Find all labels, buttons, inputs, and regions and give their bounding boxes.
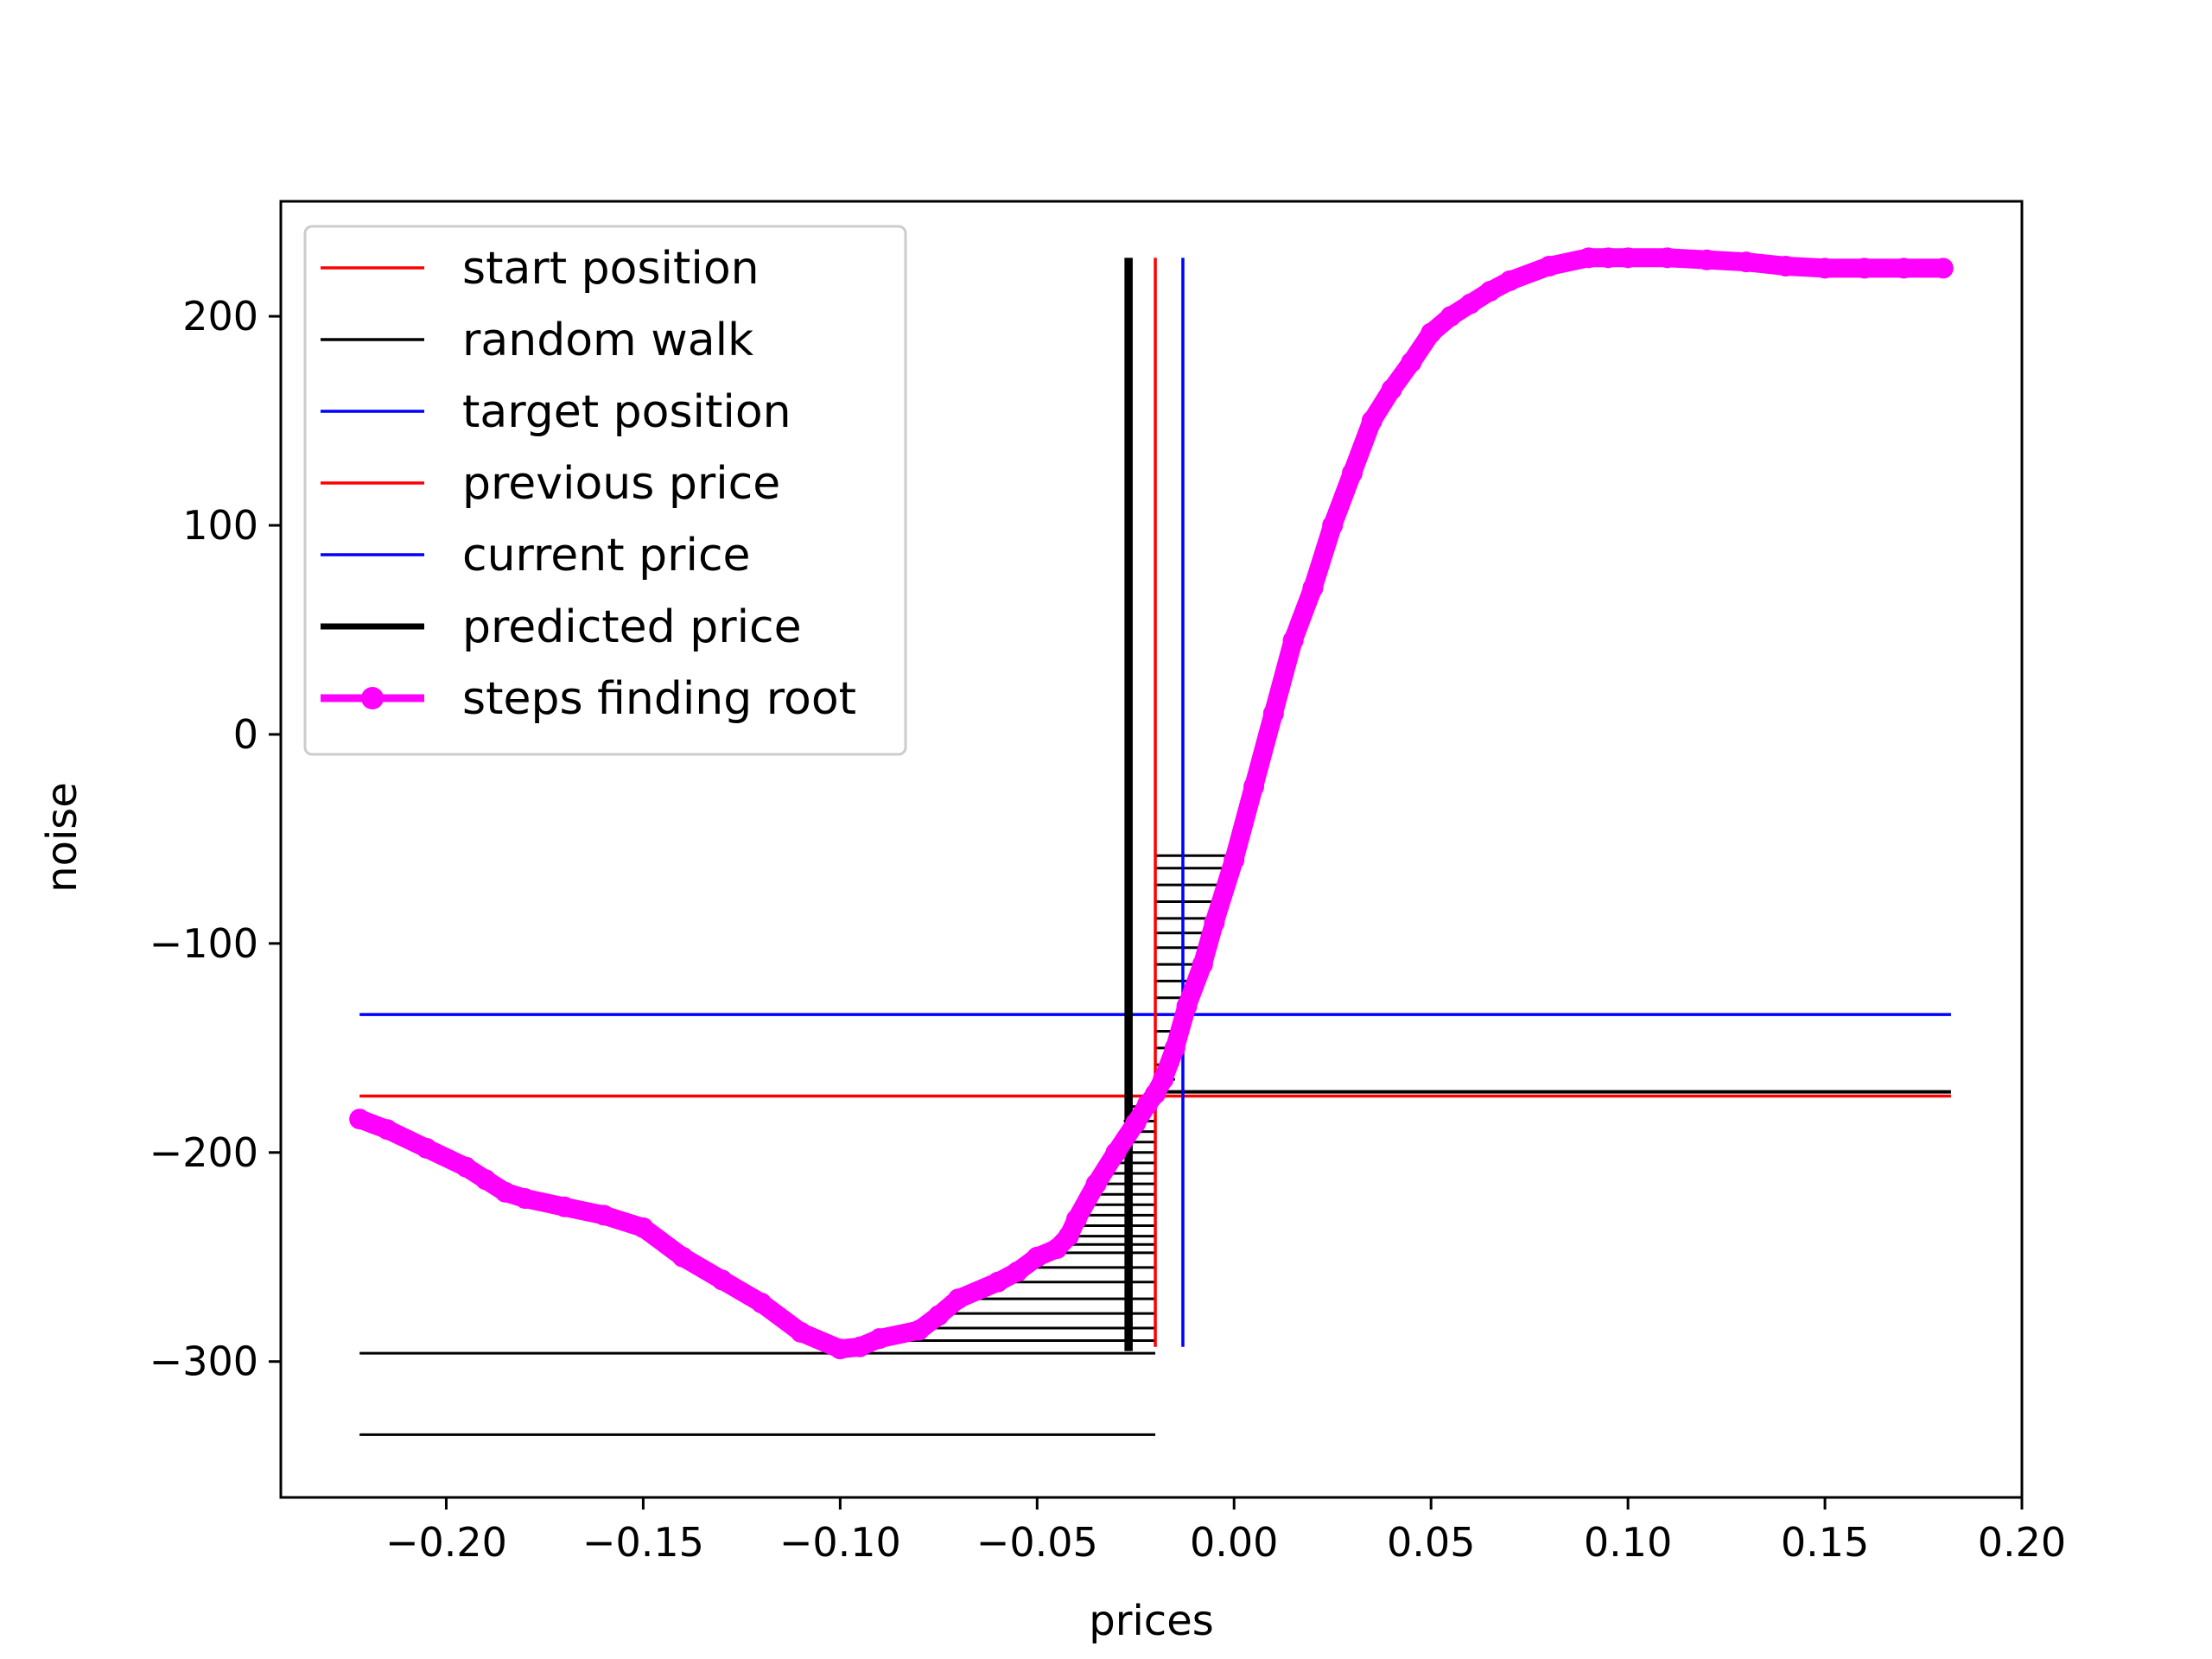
steps-finding-root-point: [1479, 281, 1501, 302]
steps-finding-root-point: [1618, 247, 1639, 269]
steps-finding-root-point: [1164, 1037, 1185, 1058]
steps-finding-root-point: [1735, 251, 1757, 273]
steps-finding-root-point: [1499, 270, 1521, 291]
plot-area: [349, 247, 1954, 1436]
steps-finding-root-point: [908, 1319, 930, 1341]
steps-finding-root-point: [514, 1188, 536, 1210]
steps-finding-root-point: [1361, 410, 1382, 432]
axes-frame: [279, 200, 2024, 1499]
steps-finding-root-point: [711, 1269, 733, 1291]
steps-finding-root-point: [475, 1169, 497, 1191]
steps-finding-root-point: [494, 1181, 516, 1203]
steps-finding-root-point: [554, 1196, 575, 1217]
legend-label: current price: [462, 530, 751, 582]
legend-label: random walk: [462, 315, 753, 366]
steps-finding-root-point: [1775, 256, 1796, 276]
steps-finding-root-point: [1153, 1069, 1174, 1090]
steps-finding-root-point: [868, 1328, 890, 1350]
steps-finding-root-point: [1125, 1112, 1147, 1134]
y-tick-label: 200: [182, 293, 258, 340]
x-tick-label: 0.00: [1190, 1519, 1278, 1566]
steps-finding-root-point: [672, 1246, 693, 1268]
steps-finding-root-point: [1696, 249, 1718, 270]
steps-finding-root-point: [849, 1336, 871, 1357]
steps-finding-root-point: [1204, 912, 1225, 933]
legend-label: predicted price: [462, 601, 802, 653]
steps-finding-root-point: [455, 1156, 477, 1178]
steps-finding-root-point: [751, 1293, 772, 1313]
steps-finding-root-point: [1578, 247, 1599, 269]
steps-finding-root-point: [987, 1271, 1008, 1293]
steps-finding-root-point: [830, 1338, 851, 1360]
legend-box: [303, 225, 907, 756]
steps-finding-root-point: [632, 1217, 654, 1238]
x-tick-label: −0.20: [385, 1519, 507, 1566]
steps-finding-root-point: [1302, 577, 1324, 599]
steps-finding-root-point: [349, 1109, 371, 1130]
steps-finding-root-point: [1421, 322, 1442, 344]
steps-finding-root-point: [1262, 702, 1284, 724]
steps-finding-root-point: [1224, 849, 1245, 871]
y-tick-label: 0: [233, 711, 258, 758]
legend-label: start position: [462, 243, 760, 295]
legend-label: previous price: [462, 458, 780, 510]
steps-finding-root-point: [1538, 256, 1560, 276]
x-tick-label: −0.10: [779, 1519, 901, 1566]
y-axis: 200 100 0 −100 −200 −300: [149, 293, 281, 1385]
steps-finding-root-point: [1105, 1141, 1127, 1163]
steps-finding-root-point: [1459, 293, 1481, 315]
steps-finding-root-point: [1815, 257, 1836, 279]
steps-finding-root-point: [1342, 462, 1363, 484]
x-tick-label: −0.05: [976, 1519, 1098, 1566]
steps-finding-root-point: [1381, 378, 1402, 400]
steps-finding-root-point: [1932, 257, 1954, 279]
steps-finding-root-point: [1656, 247, 1678, 269]
steps-finding-root-point: [1853, 257, 1875, 279]
steps-finding-root-point: [1440, 306, 1461, 327]
y-tick-label: −300: [149, 1338, 258, 1385]
steps-finding-root-point: [1598, 247, 1619, 269]
steps-finding-root-point: [1065, 1209, 1087, 1230]
steps-finding-root-point: [948, 1288, 969, 1310]
steps-finding-root-point: [1192, 954, 1213, 976]
y-tick-label: −100: [149, 920, 258, 967]
steps-finding-root-point: [1007, 1261, 1028, 1282]
steps-finding-root-point: [1085, 1173, 1107, 1195]
x-tick-label: −0.15: [582, 1519, 704, 1566]
legend-marker: [361, 687, 384, 709]
y-tick-label: −200: [149, 1129, 258, 1176]
x-axis-label: prices: [1089, 1597, 1213, 1645]
steps-finding-root-point: [416, 1137, 437, 1159]
legend-label: target position: [462, 386, 791, 438]
x-axis: −0.20 −0.15 −0.10 −0.05 0.00 0.05 0.10 0.15 0.20: [385, 1497, 2066, 1566]
steps-finding-root-point: [1243, 776, 1265, 798]
x-tick-label: 0.15: [1781, 1519, 1869, 1566]
steps-finding-root-point: [1176, 995, 1198, 1017]
legend: start position random walk target position…: [303, 225, 907, 756]
steps-finding-root-point: [593, 1205, 614, 1226]
x-tick-label: 0.05: [1387, 1519, 1475, 1566]
legend-label: steps finding root: [462, 673, 856, 725]
x-tick-label: 0.20: [1978, 1519, 2066, 1566]
steps-finding-root-point: [1027, 1246, 1048, 1268]
steps-finding-root-point: [928, 1305, 950, 1326]
y-tick-label: 100: [182, 502, 258, 549]
steps-finding-root-point: [1282, 630, 1304, 652]
steps-finding-root-point: [1401, 352, 1422, 373]
steps-finding-root-point: [1058, 1225, 1079, 1247]
y-axis-label: noise: [38, 782, 86, 893]
x-tick-label: 0.10: [1584, 1519, 1672, 1566]
steps-finding-root-point: [1893, 257, 1915, 279]
steps-finding-root-point: [790, 1321, 811, 1343]
steps-finding-root-point: [377, 1119, 398, 1141]
steps-finding-root-point: [1322, 515, 1344, 536]
